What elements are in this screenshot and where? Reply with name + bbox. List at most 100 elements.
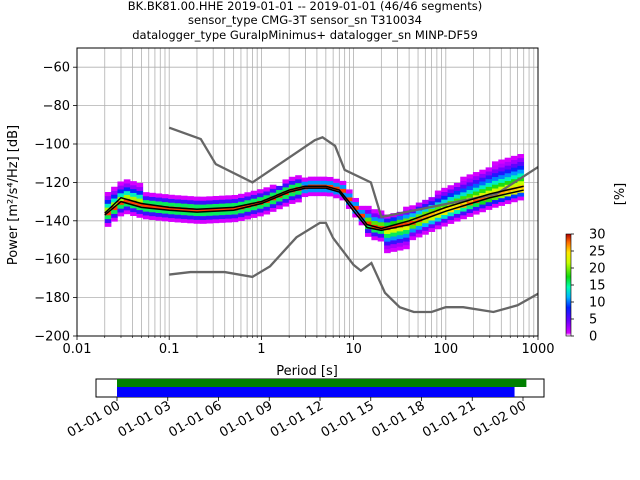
- heatmap-cell: [174, 202, 182, 208]
- heatmap-cell: [130, 208, 137, 213]
- heatmap-cell: [288, 192, 296, 197]
- heatmap-cell: [384, 218, 391, 223]
- heatmap-cell: [187, 215, 194, 220]
- colorbar-tick-label: 15: [589, 279, 606, 294]
- heatmap-cell: [466, 193, 474, 198]
- heatmap-cell: [498, 201, 505, 206]
- nhnm-line: [168, 126, 539, 219]
- heatmap-cell: [193, 204, 201, 209]
- heatmap-cell: [447, 196, 455, 201]
- heatmap-cell: [517, 192, 525, 197]
- heatmap-cell: [466, 208, 474, 214]
- heatmap-cell: [384, 245, 391, 250]
- heatmap-cell: [428, 208, 436, 213]
- heatmap-cell: [187, 211, 194, 216]
- heatmap-cell: [485, 175, 493, 180]
- heatmap-cell: [130, 188, 137, 193]
- heatmap-cell: [371, 216, 379, 222]
- heatmap-cell: [136, 182, 144, 188]
- heatmap-cell: [174, 214, 182, 219]
- heatmap-cell: [314, 180, 321, 185]
- heatmap-cell: [301, 181, 309, 186]
- heatmap-cell: [288, 188, 296, 193]
- heatmap-cell: [517, 169, 525, 174]
- heatmap-cell: [206, 207, 213, 212]
- colorbar-tick-label: 5: [589, 313, 597, 328]
- heatmap-cell: [257, 212, 264, 217]
- heatmap-cell: [130, 184, 137, 190]
- heatmap-cell: [257, 196, 264, 202]
- colorbar-tick-label: 0: [589, 330, 597, 345]
- heatmap-cell: [104, 222, 112, 227]
- heatmap-cell: [238, 216, 245, 221]
- heatmap-cell: [295, 182, 302, 188]
- heatmap-cell: [238, 197, 245, 202]
- heatmap-cell: [466, 185, 474, 191]
- heatmap-cell: [371, 220, 379, 225]
- heatmap-cell: [136, 209, 144, 214]
- heatmap-cell: [365, 221, 372, 226]
- heatmap-cell: [123, 183, 131, 188]
- heatmap-cell: [479, 200, 486, 205]
- heatmap-cell: [504, 199, 512, 205]
- heatmap-cell: [320, 192, 328, 197]
- heatmap-cell: [422, 222, 429, 228]
- heatmap-cell: [491, 165, 499, 170]
- heatmap-cell: [479, 188, 486, 194]
- heatmap-cell: [199, 215, 207, 220]
- heatmap-cell: [390, 232, 398, 237]
- heatmap-cell: [371, 228, 379, 233]
- heatmap-cell: [161, 213, 169, 218]
- heatmap-cell: [130, 192, 137, 197]
- heatmap-cell: [206, 219, 213, 224]
- heatmap-cell: [206, 196, 213, 201]
- heatmap-cell: [199, 219, 207, 224]
- x-tick-label: 10: [345, 342, 362, 357]
- heatmap-cell: [434, 221, 442, 226]
- heatmap-cell: [453, 182, 461, 188]
- heatmap-cell: [390, 220, 398, 225]
- heatmap-cell: [136, 202, 144, 207]
- heatmap-cell: [517, 165, 525, 170]
- heatmap-cell: [295, 179, 302, 184]
- heatmap-cell: [130, 204, 137, 209]
- heatmap-cell: [428, 216, 436, 221]
- heatmap-cell: [365, 209, 372, 214]
- heatmap-cell: [491, 161, 499, 166]
- y-axis-ticks: −200 −180 −160 −140 −120 −100 −80 −60: [34, 61, 77, 345]
- nlnm-line: [169, 221, 539, 314]
- mean-psd-line: [104, 185, 524, 230]
- coverage-tick-label: 01-01 15: [319, 398, 377, 440]
- heatmap-cell: [282, 202, 290, 207]
- heatmap-cell: [371, 209, 379, 214]
- heatmap-cell: [263, 210, 271, 215]
- heatmap-cell: [295, 175, 302, 180]
- heatmap-cell: [434, 205, 442, 211]
- heatmap-cell: [149, 212, 156, 217]
- heatmap-cell: [403, 237, 410, 242]
- heatmap-cell: [219, 195, 226, 200]
- heatmap-cell: [485, 178, 493, 184]
- heatmap-cell: [149, 208, 156, 213]
- plot-area: [76, 47, 539, 337]
- heatmap-cell: [390, 224, 398, 229]
- heatmap-cell: [422, 211, 429, 216]
- y-tick-label: −140: [34, 214, 70, 229]
- heatmap-cell: [434, 213, 442, 218]
- heatmap-cell: [111, 198, 118, 203]
- heatmap-cell: [460, 188, 467, 193]
- heatmap-cell: [358, 209, 366, 214]
- heatmap-cell: [180, 211, 188, 216]
- heatmap-cell: [231, 206, 239, 211]
- heatmap-cell: [511, 182, 518, 187]
- heatmap-cell: [447, 192, 455, 198]
- heatmap-cell: [491, 199, 499, 204]
- heatmap-cell: [174, 195, 182, 200]
- heatmap-cell: [491, 172, 499, 178]
- heatmap-cell: [193, 196, 201, 201]
- heatmap-cell: [180, 203, 188, 208]
- heatmap-cell: [390, 236, 398, 241]
- heatmap-cell: [219, 203, 226, 208]
- heatmap-cell: [396, 242, 404, 247]
- heatmap-cell: [434, 190, 442, 195]
